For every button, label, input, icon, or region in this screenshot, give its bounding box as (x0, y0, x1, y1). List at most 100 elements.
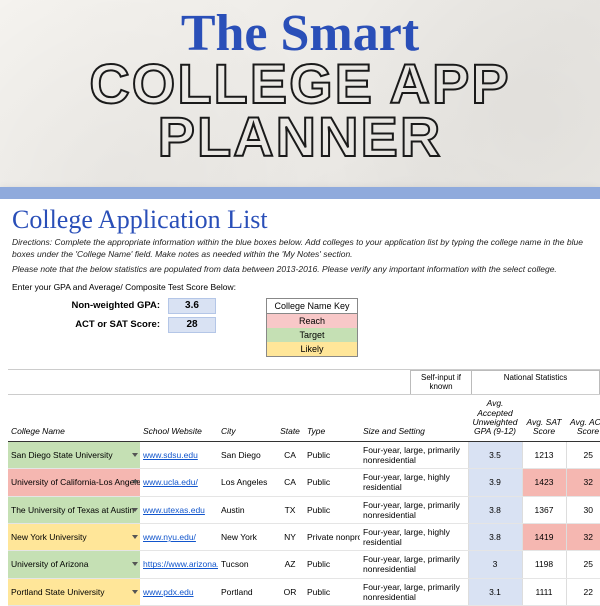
gpa-cell[interactable]: 3 (468, 551, 522, 578)
type-cell: Public (304, 469, 360, 496)
type-cell: Public (304, 551, 360, 578)
setting-cell: Four-year, large, primarily nonresidenti… (360, 441, 468, 468)
college-name-cell[interactable]: The University of Texas at Austin (8, 496, 140, 523)
act-cell: 30 (566, 496, 600, 523)
col-name: College Name (8, 395, 140, 441)
state-cell: CA (276, 441, 304, 468)
city-cell: San Diego (218, 441, 276, 468)
gpa-label: Non-weighted GPA: (48, 300, 168, 311)
city-cell: Portland (218, 578, 276, 605)
gpa-cell[interactable]: 3.8 (468, 523, 522, 550)
dropdown-icon[interactable] (132, 508, 138, 512)
col-act: Avg. ACT Score (566, 395, 600, 441)
website-cell[interactable]: www.pdx.edu (140, 578, 218, 605)
title-line1: COLLEGE APP (0, 57, 600, 110)
section-title: College Application List (8, 199, 600, 237)
table-header-row: College Name School Website City State T… (8, 395, 600, 441)
website-link[interactable]: www.sdsu.edu (143, 450, 198, 460)
col-site: School Website (140, 395, 218, 441)
dropdown-icon[interactable] (132, 453, 138, 457)
website-link[interactable]: www.pdx.edu (143, 587, 194, 597)
directions-2: Please note that the below statistics ar… (8, 264, 600, 279)
city-cell: Tucson (218, 551, 276, 578)
website-cell[interactable]: www.utexas.edu (140, 496, 218, 523)
dropdown-icon[interactable] (132, 535, 138, 539)
city-cell: Los Angeles (218, 469, 276, 496)
gpa-inputs: Non-weighted GPA: 3.6 ACT or SAT Score: … (48, 298, 216, 336)
act-cell: 25 (566, 551, 600, 578)
state-cell: NY (276, 523, 304, 550)
city-cell: Austin (218, 496, 276, 523)
college-name-cell[interactable]: University of California-Los Angeles (8, 469, 140, 496)
type-cell: Public (304, 496, 360, 523)
state-cell: AZ (276, 551, 304, 578)
key-header: College Name Key (267, 299, 357, 314)
state-cell: OR (276, 578, 304, 605)
product-title: The Smart COLLEGE APP PLANNER (0, 0, 600, 169)
inputs-and-key: Non-weighted GPA: 3.6 ACT or SAT Score: … (8, 296, 600, 365)
college-name-cell[interactable]: University of Arizona (8, 551, 140, 578)
website-link[interactable]: www.utexas.edu (143, 505, 205, 515)
gpa-cell[interactable]: 3.9 (468, 469, 522, 496)
website-cell[interactable]: https://www.arizona.ed (140, 551, 218, 578)
college-name-cell[interactable]: Portland State University (8, 578, 140, 605)
table-row: University of California-Los Angeleswww.… (8, 469, 600, 496)
college-table: College Name School Website City State T… (8, 394, 600, 606)
enter-label: Enter your GPA and Average/ Composite Te… (8, 280, 600, 296)
setting-cell: Four-year, large, primarily nonresidenti… (360, 496, 468, 523)
dropdown-icon[interactable] (132, 590, 138, 594)
col-state: State (276, 395, 304, 441)
setting-cell: Four-year, large, highly residential (360, 469, 468, 496)
website-cell[interactable]: www.ucla.edu/ (140, 469, 218, 496)
sat-cell: 1111 (522, 578, 566, 605)
self-input-header: Self-input if known (410, 370, 472, 395)
gpa-cell[interactable]: 3.8 (468, 496, 522, 523)
setting-cell: Four-year, large, primarily nonresidenti… (360, 551, 468, 578)
col-city: City (218, 395, 276, 441)
city-cell: New York (218, 523, 276, 550)
college-name-cell[interactable]: San Diego State University (8, 441, 140, 468)
col-gpa: Avg. Accepted Unweighted GPA (9-12) (468, 395, 522, 441)
col-setting: Size and Setting (360, 395, 468, 441)
table-row: The University of Texas at Austinwww.ute… (8, 496, 600, 523)
act-cell: 22 (566, 578, 600, 605)
stat-group-headers: Self-input if known National Statistics (8, 369, 600, 395)
key-target: Target (267, 328, 357, 342)
website-link[interactable]: https://www.arizona.ed (143, 559, 218, 569)
type-cell: Public (304, 441, 360, 468)
table-row: New York Universitywww.nyu.edu/New YorkN… (8, 523, 600, 550)
col-type: Type (304, 395, 360, 441)
header-bar (0, 187, 600, 199)
table-row: San Diego State Universitywww.sdsu.edu Sa… (8, 441, 600, 468)
dropdown-icon[interactable] (132, 562, 138, 566)
act-cell: 32 (566, 523, 600, 550)
college-name-cell[interactable]: New York University (8, 523, 140, 550)
gpa-input[interactable]: 3.6 (168, 298, 216, 314)
gpa-cell[interactable]: 3.1 (468, 578, 522, 605)
state-cell: TX (276, 496, 304, 523)
setting-cell: Four-year, large, highly residential (360, 523, 468, 550)
state-cell: CA (276, 469, 304, 496)
score-label: ACT or SAT Score: (48, 319, 168, 330)
college-key: College Name Key Reach Target Likely (266, 298, 358, 357)
sat-cell: 1423 (522, 469, 566, 496)
sat-cell: 1367 (522, 496, 566, 523)
gpa-cell[interactable]: 3.5 (468, 441, 522, 468)
dropdown-icon[interactable] (132, 480, 138, 484)
table-row: Portland State Universitywww.pdx.edu Port… (8, 578, 600, 605)
setting-cell: Four-year, large, primarily nonresidenti… (360, 578, 468, 605)
website-cell[interactable]: www.sdsu.edu (140, 441, 218, 468)
website-link[interactable]: www.nyu.edu/ (143, 532, 196, 542)
sat-cell: 1198 (522, 551, 566, 578)
directions-1: Directions: Complete the appropriate inf… (8, 237, 600, 264)
type-cell: Public (304, 578, 360, 605)
act-cell: 25 (566, 441, 600, 468)
spreadsheet: College Application List Directions: Com… (0, 187, 600, 606)
sat-cell: 1213 (522, 441, 566, 468)
score-input[interactable]: 28 (168, 317, 216, 333)
key-reach: Reach (267, 314, 357, 328)
website-link[interactable]: www.ucla.edu/ (143, 477, 198, 487)
website-cell[interactable]: www.nyu.edu/ (140, 523, 218, 550)
sat-cell: 1419 (522, 523, 566, 550)
type-cell: Private nonprofit (304, 523, 360, 550)
